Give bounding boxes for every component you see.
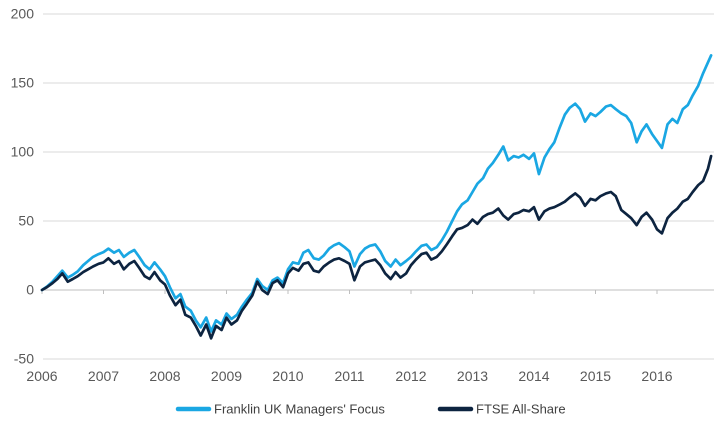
gridlines bbox=[43, 13, 714, 360]
legend-label-ftse: FTSE All-Share bbox=[476, 402, 566, 417]
x-axis-labels: 2006 2007 2008 2009 2010 2011 2012 2013 2014 2015… bbox=[26, 368, 672, 384]
chart-legend: Franklin UK Managers' Focus FTSE All-Sha… bbox=[175, 402, 566, 417]
x-axis-label-2011: 2011 bbox=[334, 368, 364, 384]
y-axis-label-0: 0 bbox=[26, 282, 34, 298]
x-axis-label-2006: 2006 bbox=[26, 368, 57, 384]
y-axis-label-100: 100 bbox=[11, 144, 35, 160]
y-axis-label-50: 50 bbox=[18, 213, 34, 229]
y-axis-label-150: 150 bbox=[11, 75, 35, 91]
x-axis-label-2012: 2012 bbox=[395, 368, 426, 384]
series-line-franklin bbox=[40, 54, 713, 333]
series-line-ftse bbox=[40, 154, 713, 340]
series-lines bbox=[40, 54, 713, 340]
x-axis-label-2008: 2008 bbox=[149, 368, 180, 384]
x-axis-label-2016: 2016 bbox=[641, 368, 672, 384]
y-axis-labels: -50 0 50 100 150 200 bbox=[11, 6, 35, 367]
legend-label-franklin: Franklin UK Managers' Focus bbox=[214, 402, 385, 417]
x-axis-label-2007: 2007 bbox=[88, 368, 119, 384]
x-axis-label-2013: 2013 bbox=[457, 368, 488, 384]
x-axis-line bbox=[41, 289, 714, 294]
x-axis-label-2014: 2014 bbox=[518, 368, 549, 384]
x-axis-label-2009: 2009 bbox=[211, 368, 242, 384]
x-axis-label-2010: 2010 bbox=[272, 368, 303, 384]
y-axis-label-200: 200 bbox=[11, 6, 35, 22]
x-axis-label-2015: 2015 bbox=[580, 368, 611, 384]
y-axis-label--50: -50 bbox=[14, 351, 34, 367]
